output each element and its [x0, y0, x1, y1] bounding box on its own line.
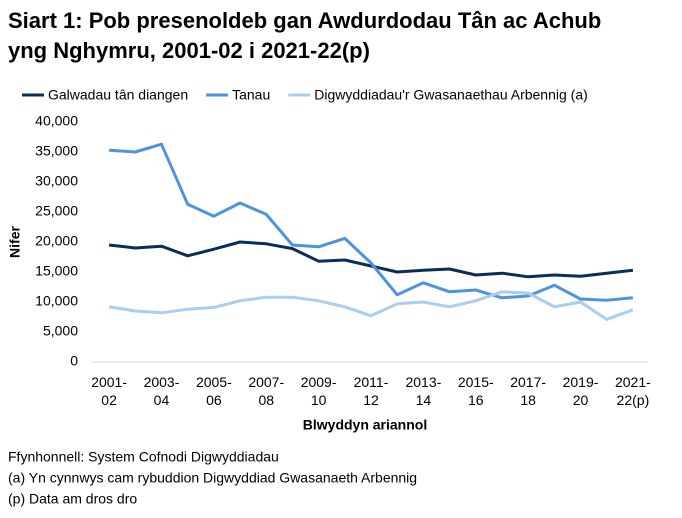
- note: (p) Data am dros dro: [8, 491, 137, 507]
- x-tick-label: 2013-14: [405, 374, 441, 408]
- legend-label: Tanau: [232, 87, 270, 103]
- y-tick-label: 0: [70, 353, 78, 369]
- x-tick-label: 2017-18: [510, 374, 546, 408]
- note: Ffynhonnell: System Cofnodi Digwyddiadau: [8, 449, 279, 465]
- y-tick-label: 35,000: [35, 143, 78, 159]
- x-tick-label: 2009-10: [301, 374, 337, 408]
- x-tick-label: 2001-02: [91, 374, 127, 408]
- y-tick-label: 40,000: [35, 113, 78, 129]
- series-line: [108, 290, 634, 321]
- x-tick-label: 2007-08: [248, 374, 284, 408]
- note: (a) Yn cynnwys cam rybuddion Digwyddiad …: [8, 470, 417, 486]
- x-tick-label: 2003-04: [144, 374, 180, 408]
- x-tick-label: 2019-20: [563, 374, 599, 408]
- y-tick-label: 10,000: [35, 293, 78, 309]
- y-tick-label: 20,000: [35, 233, 78, 249]
- x-tick-label: 2021-22(p): [615, 374, 651, 408]
- series-line: [108, 142, 634, 302]
- chart-title: Siart 1: Pob presenoldeb gan Awdurdodau …: [8, 8, 602, 63]
- y-axis-label: Nifer: [7, 226, 23, 258]
- series-line: [108, 240, 634, 279]
- y-tick-label: 15,000: [35, 263, 78, 279]
- legend-label: Digwyddiadau'r Gwasanaethau Arbennig (a): [314, 87, 588, 103]
- y-tick-label: 5,000: [43, 323, 78, 339]
- x-tick-label: 2011-12: [354, 374, 389, 408]
- legend-label: Galwadau tân diangen: [48, 87, 188, 103]
- y-tick-label: 25,000: [35, 203, 78, 219]
- x-tick-label: 2015-16: [458, 374, 494, 408]
- y-tick-label: 30,000: [35, 173, 78, 189]
- x-axis-label: Blwyddyn ariannol: [303, 417, 427, 433]
- x-tick-label: 2005-06: [196, 374, 232, 408]
